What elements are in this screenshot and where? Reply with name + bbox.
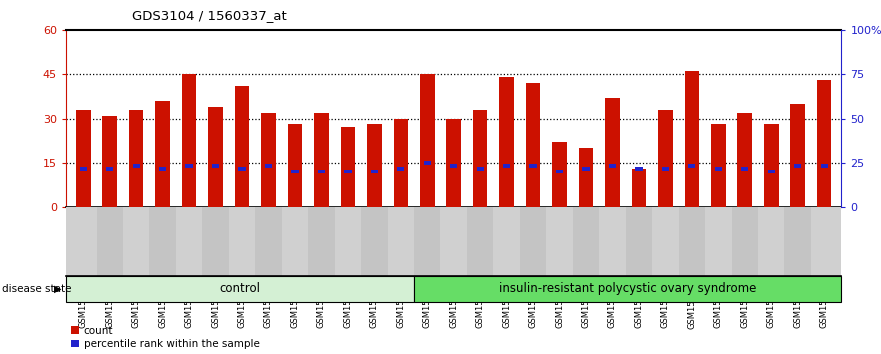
Bar	[292, 170, 299, 173]
Bar	[493, 207, 520, 276]
Bar	[315, 113, 329, 207]
Bar	[265, 164, 272, 167]
Bar	[288, 125, 302, 207]
Bar	[344, 170, 352, 173]
Bar	[447, 119, 461, 207]
Bar	[102, 116, 117, 207]
Bar	[123, 207, 150, 276]
Bar	[632, 169, 646, 207]
Bar	[282, 207, 308, 276]
Bar	[552, 142, 566, 207]
Bar	[662, 167, 669, 171]
Text: disease state: disease state	[2, 284, 71, 293]
Bar	[626, 207, 652, 276]
Bar	[150, 207, 176, 276]
Bar	[582, 167, 589, 171]
Bar	[529, 164, 537, 167]
Bar	[239, 167, 246, 171]
Bar	[181, 74, 196, 207]
Bar	[341, 127, 355, 207]
Bar	[609, 164, 616, 167]
Bar	[79, 167, 87, 171]
Bar	[520, 207, 546, 276]
Bar	[424, 161, 431, 165]
Bar	[767, 170, 775, 173]
Bar	[450, 164, 457, 167]
Bar	[467, 207, 493, 276]
Bar	[203, 207, 229, 276]
Bar	[737, 113, 752, 207]
Bar	[70, 207, 97, 276]
Bar	[820, 164, 828, 167]
Bar	[546, 207, 573, 276]
Bar	[440, 207, 467, 276]
Bar	[208, 107, 223, 207]
Bar	[66, 276, 413, 302]
Bar	[262, 113, 276, 207]
Bar	[784, 207, 811, 276]
Bar	[711, 125, 726, 207]
Bar	[599, 207, 626, 276]
Bar	[308, 207, 335, 276]
Bar	[234, 86, 249, 207]
Bar	[129, 110, 144, 207]
Bar	[764, 125, 779, 207]
Bar	[714, 167, 722, 171]
Bar	[318, 170, 325, 173]
Text: insulin-resistant polycystic ovary syndrome: insulin-resistant polycystic ovary syndr…	[499, 282, 756, 295]
Bar	[500, 77, 514, 207]
Bar	[658, 110, 673, 207]
Bar	[76, 110, 91, 207]
Bar	[229, 207, 255, 276]
Legend: count, percentile rank within the sample: count, percentile rank within the sample	[71, 326, 260, 349]
Bar	[394, 119, 408, 207]
Bar	[579, 148, 593, 207]
Bar	[155, 101, 170, 207]
Bar	[97, 207, 123, 276]
Bar	[573, 207, 599, 276]
Bar	[605, 98, 619, 207]
Bar	[741, 167, 749, 171]
Bar	[556, 170, 563, 173]
Bar	[413, 276, 841, 302]
Bar	[132, 164, 140, 167]
Bar	[503, 164, 510, 167]
Bar	[758, 207, 784, 276]
Bar	[361, 207, 388, 276]
Bar	[397, 167, 404, 171]
Bar	[652, 207, 678, 276]
Bar	[790, 104, 805, 207]
Bar	[388, 207, 414, 276]
Bar	[159, 167, 167, 171]
Bar	[414, 207, 440, 276]
Bar	[335, 207, 361, 276]
Bar	[255, 207, 282, 276]
Bar	[678, 207, 705, 276]
Bar	[106, 167, 114, 171]
Text: GDS3104 / 1560337_at: GDS3104 / 1560337_at	[132, 9, 287, 22]
Bar	[811, 207, 837, 276]
Bar	[635, 167, 642, 171]
Bar	[371, 170, 378, 173]
Bar	[176, 207, 203, 276]
Bar	[477, 167, 484, 171]
Bar	[731, 207, 758, 276]
Bar	[685, 72, 700, 207]
Text: control: control	[219, 282, 261, 295]
Bar	[420, 74, 434, 207]
Bar	[794, 164, 802, 167]
Bar	[212, 164, 219, 167]
Text: ▶: ▶	[54, 284, 62, 293]
Bar	[367, 125, 381, 207]
Bar	[817, 80, 832, 207]
Bar	[186, 164, 193, 167]
Bar	[526, 83, 540, 207]
Bar	[473, 110, 487, 207]
Bar	[688, 164, 695, 167]
Bar	[705, 207, 731, 276]
